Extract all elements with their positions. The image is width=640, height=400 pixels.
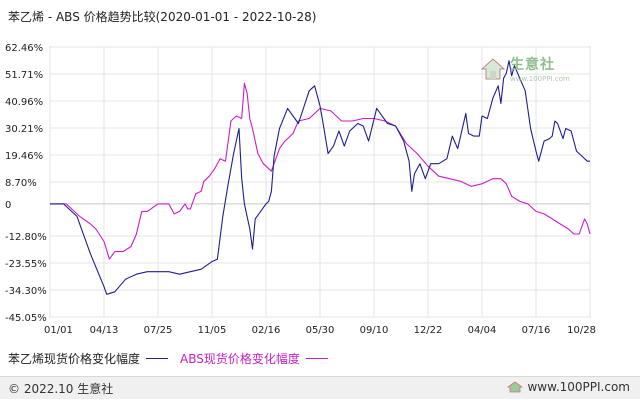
legend-item-series2: ABS现货价格变化幅度: [180, 350, 328, 367]
watermark-brand: 生意社: [510, 57, 555, 73]
house-logo-small-icon: [507, 381, 524, 393]
x-tick-label: 01/01: [44, 325, 73, 336]
house-logo-icon: [480, 57, 506, 79]
footer-url: www.100PPI.com: [527, 380, 630, 394]
chart-title: 苯乙烯 - ABS 价格趋势比较(2020-01-01 - 2022-10-28…: [8, 10, 317, 24]
x-tick-label: 11/05: [198, 325, 227, 336]
legend-swatch-series1: [146, 358, 169, 359]
x-tick-label: 05/30: [306, 325, 335, 336]
footer-site: www.100PPI.com: [507, 380, 630, 394]
y-tick-label: -12.80%: [5, 232, 47, 243]
x-tick-label: 04/04: [468, 325, 497, 336]
x-tick-label: 02/16: [252, 325, 281, 336]
y-tick-label: -45.05%: [5, 313, 47, 324]
y-tick-label: 0: [5, 200, 11, 211]
watermark-url: www.100PPI.com: [510, 75, 570, 83]
x-tick-label: 04/13: [90, 325, 119, 336]
y-tick-label: 19.46%: [5, 151, 43, 162]
chart-legend: 苯乙烯现货价格变化幅度 ABS现货价格变化幅度: [8, 350, 340, 367]
x-tick-label: 07/16: [522, 325, 551, 336]
footer-copyright: © 2022.10 生意社: [8, 382, 114, 396]
y-tick-label: 8.70%: [5, 178, 37, 189]
x-tick-label: 09/10: [360, 325, 389, 336]
watermark: 生意社 www.100PPI.com: [480, 54, 570, 83]
legend-label-series2: ABS现货价格变化幅度: [180, 352, 300, 366]
y-tick-label: -34.30%: [5, 286, 47, 297]
y-tick-label: 30.21%: [5, 124, 43, 135]
y-tick-label: 62.46%: [5, 43, 43, 54]
series-line-2: [50, 82, 591, 260]
legend-item-series1: 苯乙烯现货价格变化幅度: [8, 350, 169, 367]
y-tick-label: -23.55%: [5, 259, 47, 270]
x-tick-label: 12/22: [414, 325, 443, 336]
y-tick-label: 51.71%: [5, 70, 43, 81]
legend-swatch-series2: [305, 358, 328, 359]
x-tick-label: 07/25: [144, 325, 173, 336]
footer-bar: © 2022.10 生意社 www.100PPI.com: [0, 376, 640, 399]
series-line-1: [50, 60, 590, 295]
x-tick-label: 10/28: [567, 325, 596, 336]
legend-label-series1: 苯乙烯现货价格变化幅度: [8, 352, 141, 366]
y-tick-label: 40.96%: [5, 97, 43, 108]
